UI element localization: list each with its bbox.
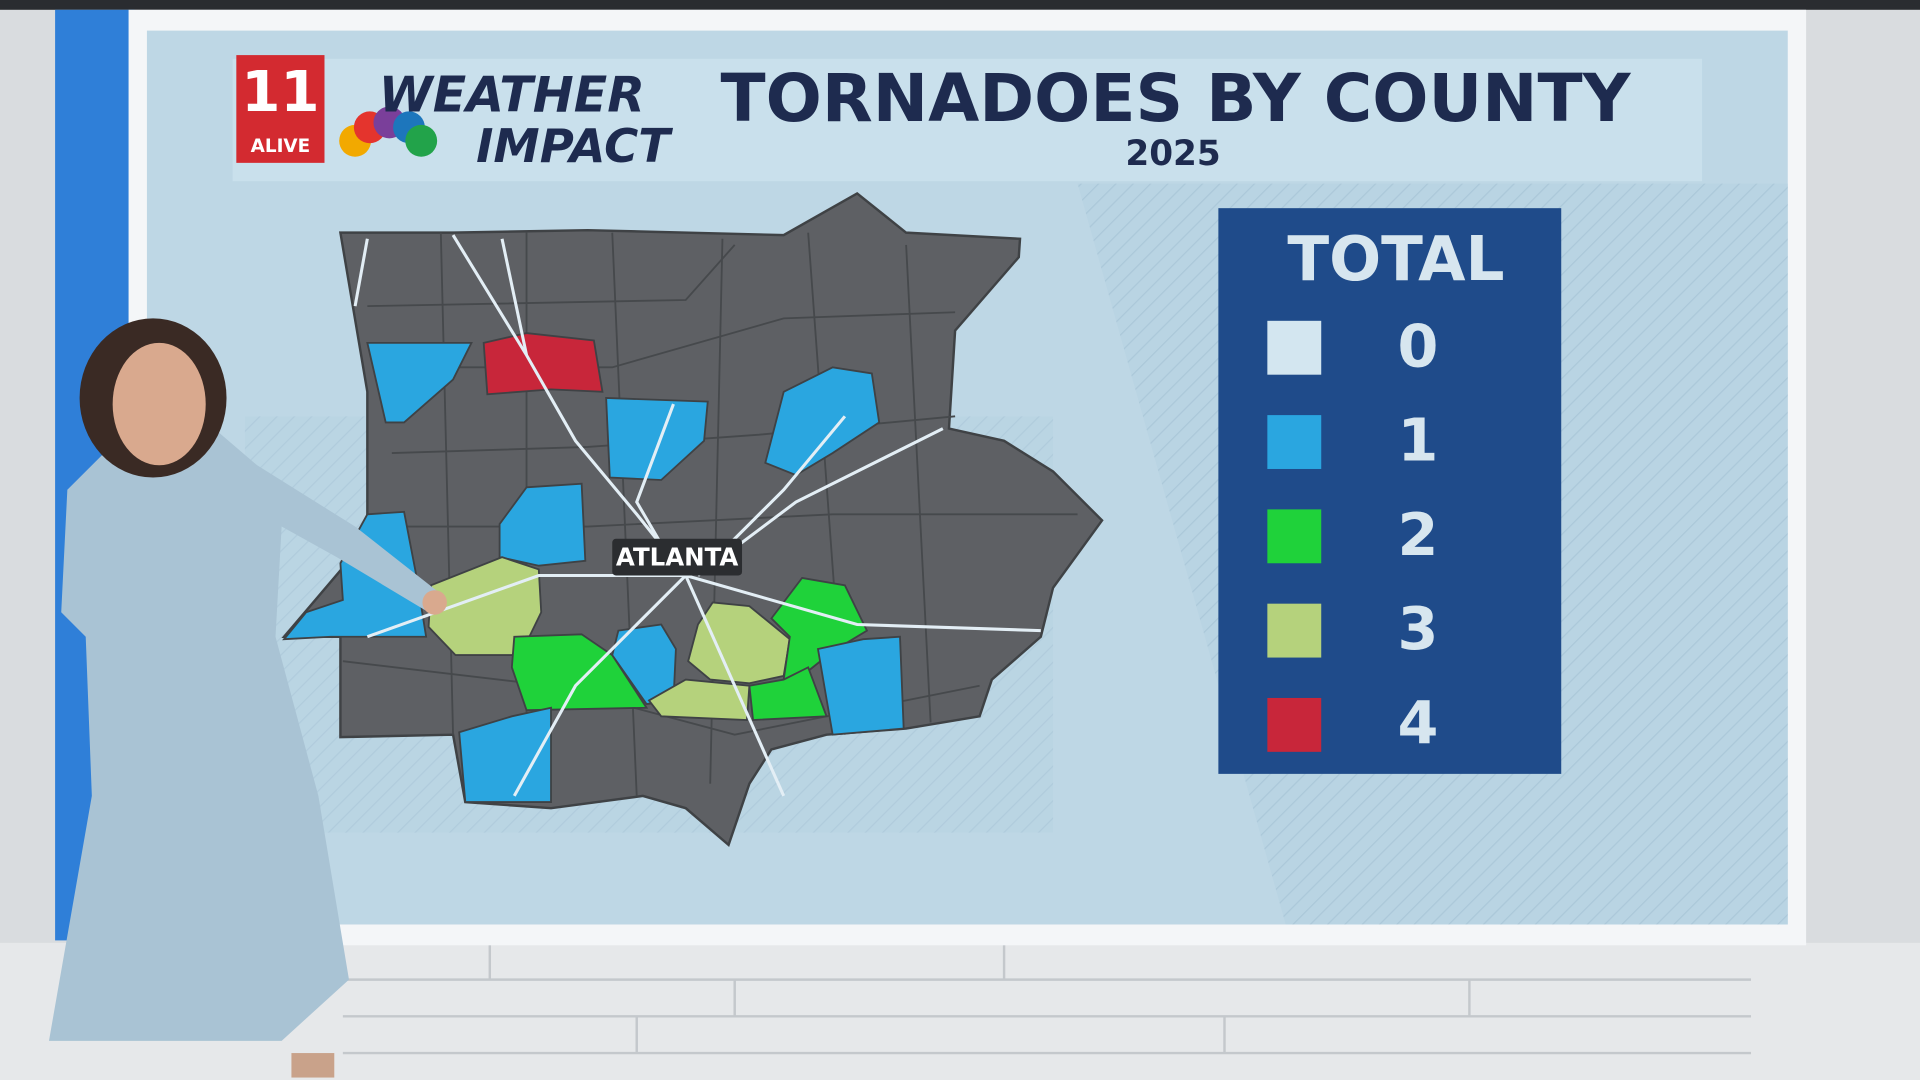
subtitle: 2025: [1125, 134, 1220, 174]
top-strip: [0, 0, 1920, 10]
county: [687, 601, 791, 685]
logo-box: [236, 55, 325, 163]
county: [510, 633, 649, 712]
county: [605, 397, 709, 481]
county: [282, 510, 428, 641]
brand-bottom: IMPACT: [476, 119, 673, 173]
county: [816, 635, 905, 736]
brick-lines: [342, 942, 1752, 1055]
legend-swatch: [1267, 509, 1322, 564]
header-banner: [232, 58, 1703, 182]
legend-label: 0: [1398, 311, 1439, 380]
title: TORNADOES BY COUNTY: [721, 60, 1632, 137]
presenter: [48, 318, 447, 1078]
legend-box: [1218, 208, 1562, 774]
legend-label: 3: [1398, 594, 1439, 663]
brand-top: WEATHER: [379, 66, 645, 123]
county: [458, 706, 552, 803]
county: [748, 666, 828, 721]
county: [498, 482, 587, 567]
city-label-box: [612, 538, 743, 576]
legend-label: 4: [1398, 688, 1439, 757]
legend-items: 0 1 2 3 4: [1267, 311, 1438, 757]
county: [366, 341, 473, 424]
counties: [282, 332, 905, 803]
legend-swatch: [1267, 415, 1322, 469]
logo-text: ALIVE: [251, 136, 311, 157]
legend-label: 1: [1398, 406, 1439, 475]
peacock-logo: [339, 106, 438, 157]
legend-swatch: [1267, 697, 1322, 752]
city-label: ATLANTA: [616, 542, 739, 571]
legend-title: TOTAL: [1287, 224, 1504, 295]
county: [647, 678, 751, 721]
legend-label: 2: [1398, 500, 1439, 569]
county: [482, 332, 604, 396]
legend-swatch: [1267, 320, 1322, 375]
county: [764, 366, 881, 477]
logo-number: 11: [241, 60, 319, 125]
legend-swatch: [1267, 603, 1322, 658]
